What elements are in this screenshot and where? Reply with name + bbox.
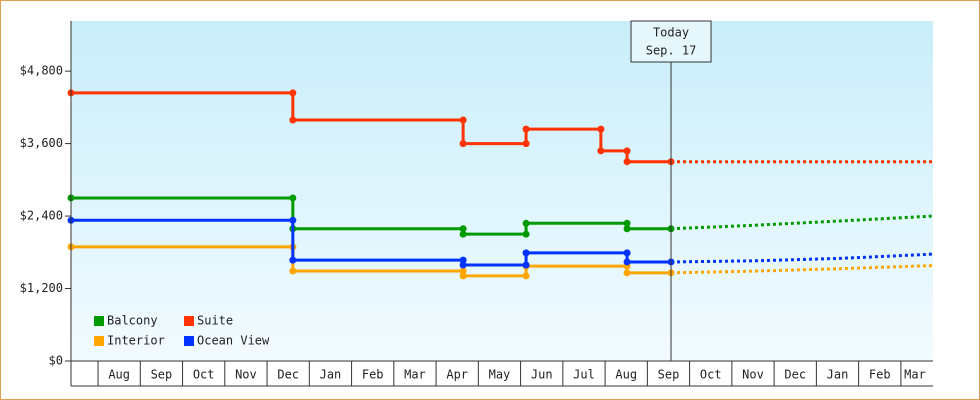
- legend-label: Interior: [107, 334, 165, 348]
- legend-label: Ocean View: [197, 334, 270, 348]
- legend-label: Balcony: [107, 314, 158, 328]
- price-point: [289, 267, 297, 275]
- y-tick-label: $1,200: [20, 281, 63, 295]
- price-point: [623, 258, 631, 266]
- y-tick-label: $0: [49, 354, 63, 368]
- plot-layer: [67, 89, 933, 280]
- forecast-line: [670, 214, 933, 231]
- price-point: [459, 267, 467, 275]
- price-point: [459, 225, 467, 233]
- price-point: [623, 158, 631, 166]
- y-tick-label: $4,800: [20, 64, 63, 78]
- x-tick-label: Jul: [573, 368, 595, 382]
- price-point: [623, 147, 631, 155]
- price-point: [522, 125, 530, 133]
- price-point: [522, 140, 530, 148]
- x-tick-label: Mar: [404, 368, 426, 382]
- today-label: Today: [653, 26, 689, 40]
- x-tick-label: Nov: [235, 368, 257, 382]
- x-tick-label: Jun: [531, 368, 553, 382]
- price-point: [623, 249, 631, 257]
- legend-swatch: [94, 336, 104, 346]
- price-point: [289, 89, 297, 97]
- x-tick-label: Sep: [658, 368, 680, 382]
- y-tick-label: $2,400: [20, 209, 63, 223]
- x-tick-label: Feb: [869, 368, 891, 382]
- price-point: [597, 147, 605, 155]
- x-tick-label: Dec: [277, 368, 299, 382]
- price-point: [522, 249, 530, 257]
- price-point: [459, 261, 467, 269]
- price-point: [289, 216, 297, 224]
- price-point: [289, 116, 297, 124]
- price-point: [597, 125, 605, 133]
- forecast-line: [670, 264, 933, 275]
- today-box: [630, 20, 712, 63]
- price-line: [71, 218, 672, 267]
- x-tick-label: Oct: [700, 368, 722, 382]
- price-point: [459, 230, 467, 238]
- price-point: [623, 225, 631, 233]
- x-tick-label: Apr: [446, 368, 468, 382]
- x-tick-label: Jan: [320, 368, 342, 382]
- price-point: [623, 269, 631, 277]
- plot-area: [71, 21, 933, 361]
- x-tick-label: May: [489, 368, 511, 382]
- x-tick-label: Aug: [108, 368, 130, 382]
- x-tick-label: Dec: [784, 368, 806, 382]
- price-point: [289, 256, 297, 264]
- price-point: [522, 272, 530, 280]
- price-point: [522, 219, 530, 227]
- price-point: [289, 194, 297, 202]
- legend-swatch: [94, 316, 104, 326]
- x-tick-label: Oct: [193, 368, 215, 382]
- today-label: Sep. 17: [646, 44, 697, 58]
- legend-swatch: [184, 316, 194, 326]
- x-tick-label: Mar: [904, 368, 926, 382]
- forecast-line: [670, 252, 933, 264]
- y-tick-label: $3,600: [20, 136, 63, 150]
- price-point: [459, 256, 467, 264]
- price-point: [459, 272, 467, 280]
- price-point: [522, 230, 530, 238]
- price-point: [522, 261, 530, 269]
- price-point: [459, 116, 467, 124]
- x-tick-label: Jan: [827, 368, 849, 382]
- legend-swatch: [184, 336, 194, 346]
- legend-label: Suite: [197, 314, 233, 328]
- price-point: [459, 140, 467, 148]
- x-tick-label: Nov: [742, 368, 764, 382]
- x-tick-label: Sep: [151, 368, 173, 382]
- x-tick-label: Aug: [615, 368, 637, 382]
- x-tick-label: Feb: [362, 368, 384, 382]
- price-point: [623, 219, 631, 227]
